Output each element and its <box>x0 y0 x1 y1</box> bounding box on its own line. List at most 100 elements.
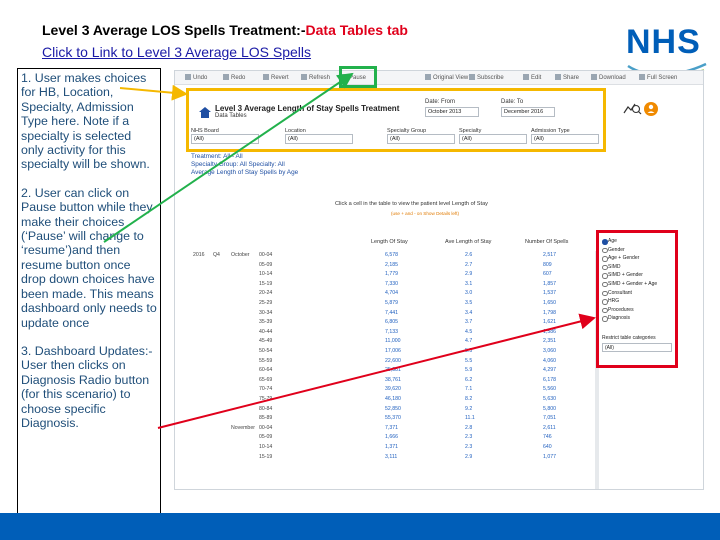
toolbar-redo-button[interactable]: Redo <box>223 74 245 81</box>
table-row[interactable]: 15-19 7,330 3.1 1,857 <box>175 280 595 290</box>
cell-los: 39,620 <box>385 386 401 393</box>
table-row[interactable]: 40-44 7,133 4.5 1,586 <box>175 328 595 338</box>
cell-los: 7,441 <box>385 309 398 316</box>
cell-age: 00-04 <box>259 252 273 258</box>
date-from-select[interactable]: October 2013 <box>425 107 479 117</box>
toolbar-undo-button[interactable]: Undo <box>185 74 207 81</box>
cell-los: 7,371 <box>385 424 398 431</box>
restrict-select[interactable]: (All) <box>602 343 672 352</box>
radio-procedures[interactable]: Procedures <box>602 306 657 315</box>
radio-age[interactable]: Age <box>602 237 657 246</box>
share-icon <box>555 74 561 80</box>
note-1: 1. User makes choices for HB, Location, … <box>21 71 150 172</box>
download-icon <box>591 74 597 80</box>
toolbar-label: Redo <box>231 75 246 81</box>
toolbar-label: Pause <box>349 75 367 81</box>
toolbar-label: Revert <box>271 75 289 81</box>
date-to-select[interactable]: December 2016 <box>501 107 555 117</box>
toolbar-revert-button[interactable]: Revert <box>263 74 289 81</box>
chart-search-icon[interactable] <box>623 103 642 115</box>
table-row[interactable]: 70-74 39,620 7.1 5,560 <box>175 385 595 395</box>
cell-spells: 1,621 <box>543 319 556 326</box>
radio-diagnosis[interactable]: Diagnosis <box>602 314 657 323</box>
radio-simd-gender[interactable]: SIMD + Gender <box>602 271 657 280</box>
cell-age: 05-09 <box>259 434 273 441</box>
table-row[interactable]: 10-14 1,371 2.3 640 <box>175 443 595 453</box>
toolbar-edit-button[interactable]: Edit <box>523 74 541 81</box>
table-row[interactable]: 25-29 5,879 3.5 1,650 <box>175 299 595 309</box>
table-row[interactable]: November 00-04 7,371 2.8 2,611 <box>175 424 595 434</box>
specialty-info: Specialty Group: All Specialty: All <box>191 161 285 168</box>
table-row[interactable]: 2016 Q4 October 00-04 6,578 2.6 2,517 <box>175 251 595 261</box>
radio-consultant[interactable]: Consultant <box>602 289 657 298</box>
cell-ave: 2.7 <box>465 261 473 268</box>
cell-ave: 2.8 <box>465 424 473 431</box>
cell-age: 80-84 <box>259 405 273 412</box>
radio-simd[interactable]: SIMD <box>602 263 657 272</box>
table-row[interactable]: 30-34 7,441 3.4 1,798 <box>175 309 595 319</box>
instruction-notes: 1. User makes choices for HB, Location, … <box>17 68 161 514</box>
cell-ave: 5.5 <box>465 357 473 364</box>
cell-spells: 2,517 <box>543 252 556 258</box>
table-row[interactable]: 80-84 52,850 9.2 5,800 <box>175 405 595 415</box>
table-row[interactable]: 60-64 25,381 5.9 4,297 <box>175 366 595 376</box>
toolbar-share-button[interactable]: Share <box>555 74 579 81</box>
filter-select[interactable]: (All) <box>531 134 599 144</box>
cell-los: 7,330 <box>385 280 398 287</box>
col-header-los: Length Of Stay <box>371 239 408 245</box>
radio-hrg[interactable]: HRG <box>602 297 657 306</box>
cell-age: 15-19 <box>259 280 273 287</box>
cell-ave: 2.9 <box>465 271 473 278</box>
cell-ave: 8.2 <box>465 396 473 402</box>
toolbar-label: Edit <box>531 75 542 81</box>
table-row[interactable]: 85-89 55,370 11.1 7,051 <box>175 414 595 424</box>
cell-age: 30-34 <box>259 309 273 316</box>
cell-los: 6,805 <box>385 319 398 326</box>
cell-los: 5,879 <box>385 300 398 306</box>
cell-spells: 1,537 <box>543 290 556 297</box>
breakdown-radio-group: Age Gender Age + Gender SIMD SIMD + Gender SI… <box>602 237 657 323</box>
toolbar-subscribe-button[interactable]: Subscribe <box>469 74 504 81</box>
toolbar-full-screen-button[interactable]: Full Screen <box>639 74 677 81</box>
cell-ave: 3.1 <box>465 280 473 287</box>
cell-age: 10-14 <box>259 271 273 278</box>
filter-select[interactable]: (All) <box>459 134 527 144</box>
dashboard-link[interactable]: Click to Link to Level 3 Average LOS Spe… <box>42 44 312 60</box>
note-3: 3. Dashboard Updates:- User then clicks … <box>21 343 153 430</box>
toolbar-download-button[interactable]: Download <box>591 74 626 81</box>
toolbar-refresh-button[interactable]: Refresh <box>301 74 330 81</box>
cell-age: 40-44 <box>259 328 273 335</box>
cell-spells: 2,611 <box>543 424 556 431</box>
toolbar-original-view-button[interactable]: Original View <box>425 74 468 81</box>
cell-spells: 1,650 <box>543 300 556 306</box>
cell-spells: 5,800 <box>543 405 556 412</box>
radio-age-gender[interactable]: Age + Gender <box>602 254 657 263</box>
table-row[interactable]: 55-59 22,600 5.5 4,060 <box>175 357 595 367</box>
cell-spells: 5,630 <box>543 396 556 402</box>
analysis-tools <box>623 102 658 116</box>
toolbar-label: Download <box>599 75 626 81</box>
table-row[interactable]: 10-14 1,779 2.9 607 <box>175 270 595 280</box>
help-person-icon[interactable] <box>644 102 658 116</box>
table-scrollbar[interactable] <box>595 251 599 489</box>
note-2: 2. User can click on Pause button while … <box>21 185 157 330</box>
table-row[interactable]: 50-54 17,006 5.5 3,060 <box>175 347 595 357</box>
refresh-icon <box>301 74 307 80</box>
filter-select[interactable]: (All) <box>387 134 455 144</box>
radio-gender[interactable]: Gender <box>602 246 657 255</box>
table-row[interactable]: 45-49 11,000 4.7 2,351 <box>175 337 595 347</box>
table-row[interactable]: 05-09 1,666 2.3 746 <box>175 433 595 443</box>
radio-simd-gender-age[interactable]: SIMD + Gender + Age <box>602 280 657 289</box>
table-row[interactable]: 65-69 38,761 6.2 6,178 <box>175 376 595 386</box>
table-row[interactable]: 20-24 4,704 3.0 1,537 <box>175 289 595 299</box>
cell-age: 05-09 <box>259 261 273 268</box>
cell-quarter: Q4 <box>213 252 220 258</box>
table-row[interactable]: 15-19 3,111 2.9 1,077 <box>175 453 595 463</box>
cell-los: 7,133 <box>385 328 398 335</box>
cell-los: 25,381 <box>385 367 401 374</box>
table-row[interactable]: 35-39 6,805 3.7 1,621 <box>175 318 595 328</box>
cell-ave: 7.1 <box>465 386 473 393</box>
table-row[interactable]: 05-09 2,185 2.7 809 <box>175 261 595 271</box>
table-row[interactable]: 75-79 46,180 8.2 5,630 <box>175 395 595 405</box>
